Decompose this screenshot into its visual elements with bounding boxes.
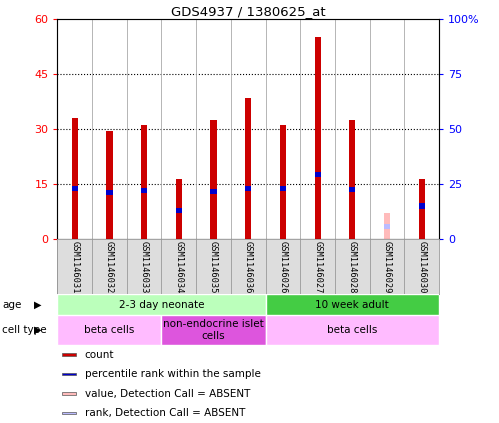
Bar [349,187,355,192]
Bar [141,188,147,193]
Bar [211,189,217,194]
Bar [62,373,76,375]
Text: GSM1146028: GSM1146028 [348,241,357,293]
Text: GSM1146026: GSM1146026 [278,241,287,293]
Bar [211,120,217,239]
Bar [404,239,439,294]
Bar [72,118,78,239]
Bar [280,125,286,239]
Bar [245,186,251,191]
Text: ▶: ▶ [34,325,41,335]
Bar [384,213,390,239]
Bar [419,203,425,209]
Bar [92,239,127,294]
Bar [62,353,76,356]
Bar [57,294,265,315]
Text: beta cells: beta cells [327,325,378,335]
Bar [162,315,265,345]
Text: 2-3 day neonate: 2-3 day neonate [119,299,204,310]
Text: beta cells: beta cells [84,325,135,335]
Bar [127,239,162,294]
Text: GSM1146031: GSM1146031 [70,241,79,293]
Bar [176,208,182,213]
Bar [314,172,321,177]
Bar [384,224,390,229]
Text: age: age [2,299,22,310]
Bar [265,239,300,294]
Bar [245,98,251,239]
Bar [106,190,113,195]
Bar [314,37,321,239]
Text: count: count [85,349,114,360]
Bar [57,239,92,294]
Bar [265,294,439,315]
Bar [106,131,113,239]
Text: GSM1146027: GSM1146027 [313,241,322,293]
Bar [176,179,182,239]
Text: GSM1146036: GSM1146036 [244,241,253,293]
Bar [280,186,286,191]
Text: GSM1146030: GSM1146030 [417,241,426,293]
Title: GDS4937 / 1380625_at: GDS4937 / 1380625_at [171,5,325,18]
Bar [196,239,231,294]
Bar [162,239,196,294]
Bar [57,315,162,345]
Bar [335,239,370,294]
Text: GSM1146035: GSM1146035 [209,241,218,293]
Text: rank, Detection Call = ABSENT: rank, Detection Call = ABSENT [85,408,245,418]
Bar [300,239,335,294]
Bar [370,239,404,294]
Text: cell type: cell type [2,325,47,335]
Bar [62,412,76,415]
Bar [231,239,265,294]
Text: ▶: ▶ [34,299,41,310]
Text: value, Detection Call = ABSENT: value, Detection Call = ABSENT [85,389,250,398]
Text: 10 week adult: 10 week adult [315,299,389,310]
Bar [419,179,425,239]
Bar [349,120,355,239]
Text: percentile rank within the sample: percentile rank within the sample [85,369,260,379]
Text: GSM1146032: GSM1146032 [105,241,114,293]
Text: non-endocrine islet
cells: non-endocrine islet cells [163,319,264,341]
Bar [265,315,439,345]
Text: GSM1146033: GSM1146033 [140,241,149,293]
Bar [141,125,147,239]
Bar [72,186,78,191]
Text: GSM1146034: GSM1146034 [174,241,183,293]
Bar [62,393,76,395]
Text: GSM1146029: GSM1146029 [383,241,392,293]
